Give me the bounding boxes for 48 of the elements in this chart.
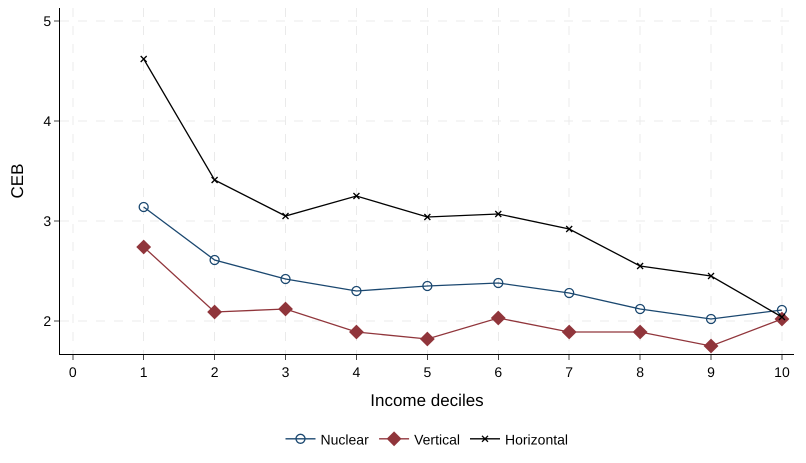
point [138,202,149,212]
point [349,324,364,340]
x-tick-label: 2 [210,364,219,380]
point [564,288,574,298]
y-tick-label: 2 [43,312,52,329]
x-tick-label: 10 [774,364,790,380]
x-tick-label: 1 [140,364,148,380]
y-tick-label: 4 [43,112,52,129]
x-tick-label: 7 [565,364,574,380]
point [706,314,716,324]
point [704,338,718,354]
x-tick-label: 3 [282,364,290,380]
point [140,55,148,63]
point [636,262,644,270]
y-axis-title: CEB [8,164,27,198]
x-tick-label: 9 [707,364,716,380]
point [351,286,362,296]
x-axis-title: Income deciles [370,391,484,410]
point [209,254,220,266]
point [207,304,222,320]
x-tick-label: 6 [494,364,502,380]
point [420,332,434,346]
point [493,278,504,288]
point [280,274,291,284]
legend-label: Vertical [414,431,460,448]
point [632,324,648,340]
point [278,302,293,316]
point [282,212,290,220]
point [491,310,506,326]
point [776,304,788,316]
legend-label: Horizontal [505,431,568,448]
point [707,272,715,280]
y-tick-label: 3 [43,212,52,229]
point [136,240,151,254]
point [424,213,431,221]
x-tick-label: 5 [423,364,432,380]
x-tick-label: 0 [68,364,77,380]
point [562,324,576,340]
point [566,225,573,233]
legend-label: Nuclear [320,431,370,448]
x-tick-label: 4 [352,364,361,380]
point [210,176,218,184]
point [422,280,432,292]
point [634,304,646,314]
y-tick-label: 5 [43,12,52,29]
point [494,210,502,218]
point [352,192,360,200]
x-tick-label: 8 [636,364,644,380]
